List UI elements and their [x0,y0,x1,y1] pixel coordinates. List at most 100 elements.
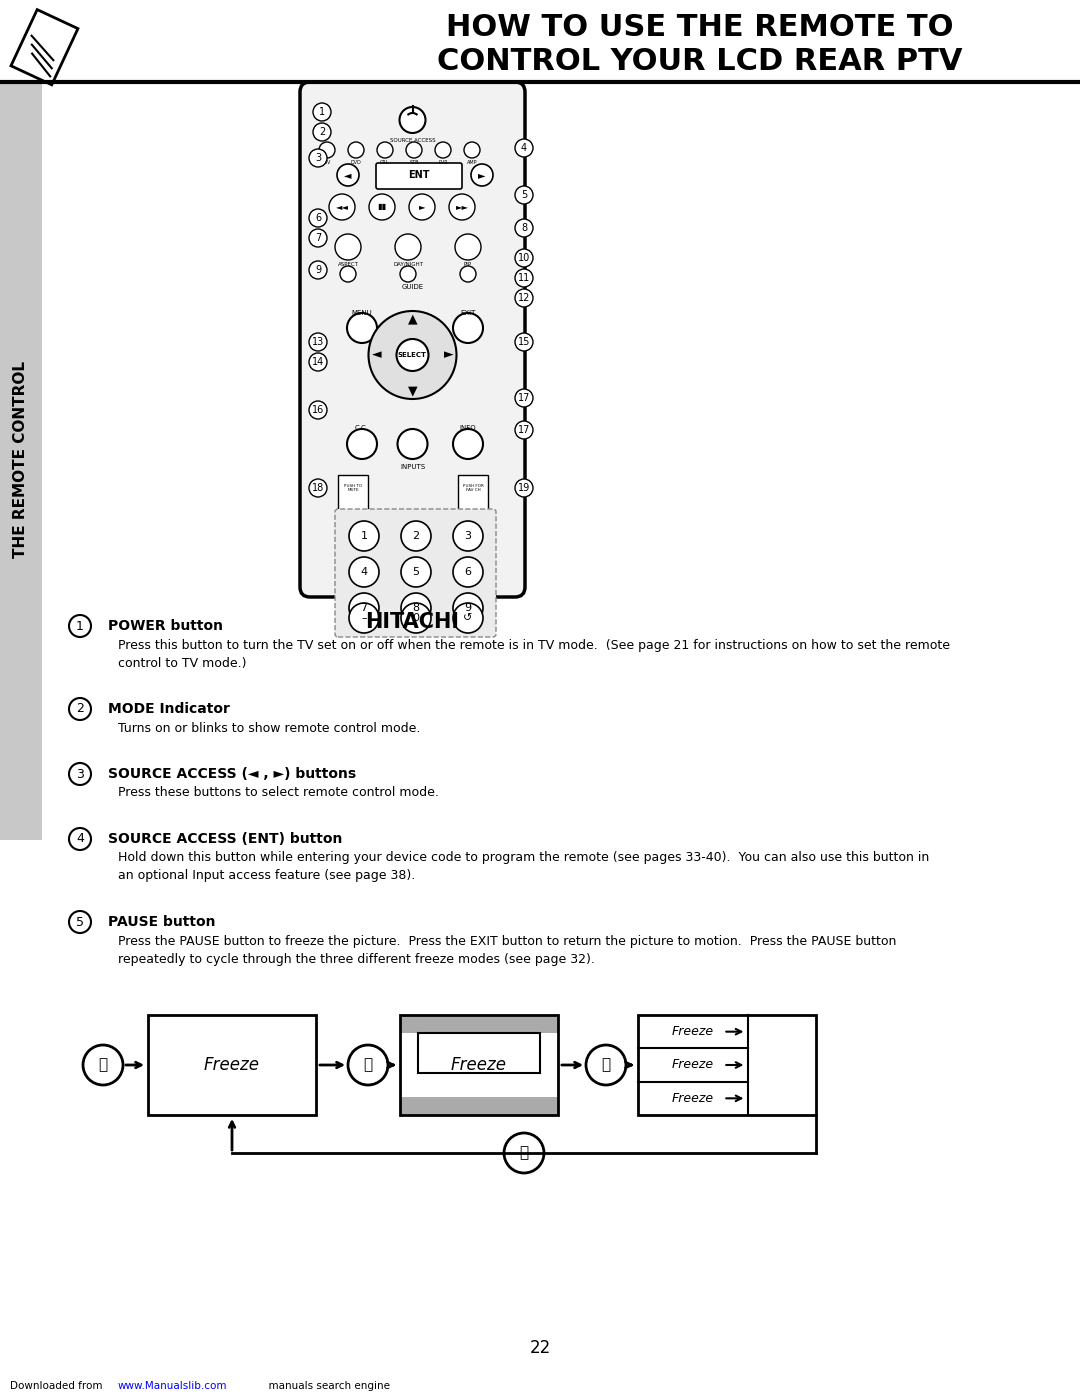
Circle shape [313,103,330,122]
Circle shape [349,592,379,623]
Text: PUSH TO
MUTE: PUSH TO MUTE [343,483,362,492]
Circle shape [397,429,428,460]
Circle shape [453,313,483,344]
Text: ◄: ◄ [345,170,352,180]
Text: SOURCE ACCESS: SOURCE ACCESS [390,137,435,142]
Circle shape [515,479,534,497]
Text: 17: 17 [517,393,530,402]
Text: Freeze: Freeze [672,1059,714,1071]
Text: Freeze: Freeze [672,1092,714,1105]
Circle shape [400,108,426,133]
Text: SELECT: SELECT [399,352,427,358]
Bar [638,1016,816,1115]
FancyBboxPatch shape [300,82,525,597]
Text: manuals search engine: manuals search engine [262,1382,390,1391]
Circle shape [401,521,431,550]
Circle shape [335,235,361,260]
Circle shape [69,698,91,719]
Circle shape [401,592,431,623]
Text: 22: 22 [529,1338,551,1356]
Circle shape [368,312,457,400]
Text: 6: 6 [464,567,472,577]
Text: 8: 8 [521,224,527,233]
Circle shape [377,142,393,158]
Text: 12: 12 [517,293,530,303]
Circle shape [460,265,476,282]
Text: PVR: PVR [438,161,448,165]
Text: ↺: ↺ [463,613,473,623]
Text: Freeze: Freeze [451,1056,507,1074]
Text: SOURCE ACCESS (◄ , ►) buttons: SOURCE ACCESS (◄ , ►) buttons [108,767,356,781]
Circle shape [515,289,534,307]
FancyBboxPatch shape [376,163,462,189]
Circle shape [515,219,534,237]
Text: Hold down this button while entering your device code to program the remote (see: Hold down this button while entering you… [118,852,929,865]
Bar [400,1016,558,1032]
Text: HOW TO USE THE REMOTE TO: HOW TO USE THE REMOTE TO [446,14,954,42]
Text: 1: 1 [76,619,84,633]
Text: CONTROL YOUR LCD REAR PTV: CONTROL YOUR LCD REAR PTV [437,47,962,77]
Text: www.Manualslib.com: www.Manualslib.com [118,1382,228,1391]
Circle shape [83,1045,123,1085]
Text: EXIT: EXIT [460,310,475,316]
Text: Freeze: Freeze [672,1025,714,1038]
Bar [400,1016,558,1115]
Circle shape [69,828,91,849]
Circle shape [515,270,534,286]
Circle shape [349,521,379,550]
Circle shape [319,142,335,158]
Circle shape [309,332,327,351]
Circle shape [347,313,377,344]
Text: 16: 16 [312,405,324,415]
Text: 6: 6 [315,212,321,224]
Text: 4: 4 [361,567,367,577]
Circle shape [309,261,327,279]
Circle shape [400,265,416,282]
Text: PUSH FOR
FAV CH: PUSH FOR FAV CH [462,483,484,492]
Circle shape [313,123,330,141]
Text: 0: 0 [413,613,419,623]
Text: 3: 3 [315,154,321,163]
Text: THE REMOTE CONTROL: THE REMOTE CONTROL [13,362,28,559]
Text: 9: 9 [464,604,472,613]
Text: 18: 18 [312,483,324,493]
Text: 8: 8 [413,604,419,613]
Text: Press this button to turn the TV set on or off when the remote is in TV mode.  (: Press this button to turn the TV set on … [118,638,950,651]
Text: MODE Indicator: MODE Indicator [108,703,230,717]
Text: ⏸: ⏸ [98,1058,108,1073]
Circle shape [455,235,481,260]
FancyBboxPatch shape [335,509,496,637]
Text: 2: 2 [413,531,419,541]
Text: 7: 7 [361,604,367,613]
Circle shape [401,604,431,633]
Circle shape [348,1045,388,1085]
Text: GUIDE: GUIDE [402,284,423,291]
Circle shape [515,388,534,407]
Circle shape [504,1133,544,1173]
Circle shape [349,557,379,587]
Circle shape [309,353,327,372]
Text: 17: 17 [517,425,530,434]
Text: DAY/NIGHT: DAY/NIGHT [393,261,423,267]
Text: 5: 5 [76,915,84,929]
Circle shape [309,149,327,168]
Text: 1: 1 [361,531,367,541]
Circle shape [395,235,421,260]
Circle shape [453,429,483,460]
Bar [148,1016,316,1115]
Text: AMP: AMP [467,161,477,165]
Text: control to TV mode.): control to TV mode.) [118,657,246,669]
Text: 4: 4 [76,833,84,845]
Circle shape [464,142,480,158]
Circle shape [453,521,483,550]
Text: CRL: CRL [380,161,390,165]
Text: 2: 2 [319,127,325,137]
Text: DVD: DVD [351,161,362,165]
Circle shape [515,332,534,351]
Text: MENU: MENU [352,310,373,316]
Bar [0,80,42,840]
Circle shape [340,265,356,282]
Text: ►►: ►► [456,203,469,211]
Text: C.C.: C.C. [355,425,369,432]
Circle shape [337,163,359,186]
